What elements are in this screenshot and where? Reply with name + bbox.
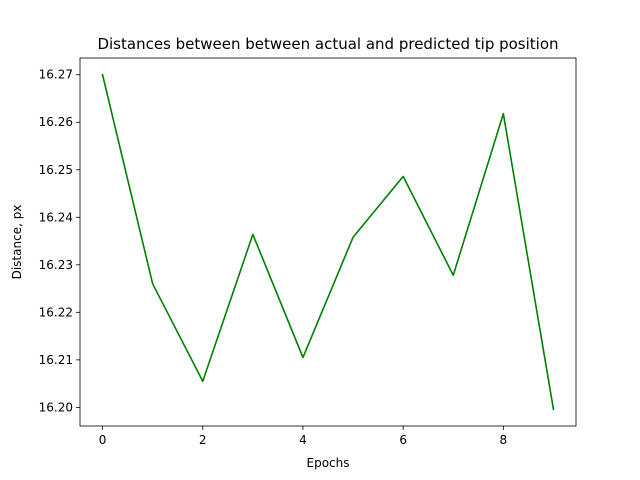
x-tick-label: 6 xyxy=(399,433,407,447)
y-tick-label: 16.20 xyxy=(39,400,73,414)
y-axis-label: Distance, px xyxy=(10,205,24,280)
plot-area: 0 2 4 6 8 16.20 16.21 16.22 16.23 16.24 16.25 16.26… xyxy=(39,57,577,447)
y-tick-label: 16.25 xyxy=(39,163,73,177)
plot-background xyxy=(80,58,576,426)
x-tick-label: 2 xyxy=(199,433,207,447)
y-tick-label: 16.22 xyxy=(39,305,73,319)
x-tick-label: 8 xyxy=(500,433,508,447)
x-tick-label: 4 xyxy=(299,433,307,447)
series-layer xyxy=(101,73,555,411)
x-axis-label: Epochs xyxy=(307,456,350,470)
y-tick-label: 16.26 xyxy=(39,115,73,129)
y-tick-label: 16.27 xyxy=(39,68,73,82)
y-tick-label: 16.23 xyxy=(39,258,73,272)
plot-frame xyxy=(79,57,577,427)
y-tick-label: 16.21 xyxy=(39,353,73,367)
y-tick-label: 16.24 xyxy=(39,210,73,224)
chart-title: Distances between between actual and pre… xyxy=(97,35,558,53)
axis-ticks: 0 2 4 6 8 16.20 16.21 16.22 16.23 16.24 16.25 16.26… xyxy=(39,68,508,447)
series-line-0 xyxy=(101,73,555,411)
x-tick-label: 0 xyxy=(99,433,107,447)
